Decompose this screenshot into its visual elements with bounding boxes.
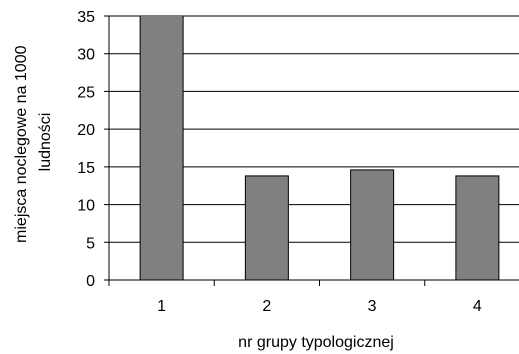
y-axis-title-line-1: miejsca noclegowe na 1000 xyxy=(13,45,30,243)
y-tick-label: 20 xyxy=(77,122,95,139)
y-tick-label: 5 xyxy=(86,235,95,252)
bar-3 xyxy=(350,169,395,280)
y-tick-label: 35 xyxy=(77,9,95,26)
y-tick-labels: 0 5 10 15 20 25 30 35 xyxy=(77,9,95,290)
x-axis-title: nr grupy typologicznej xyxy=(238,334,394,351)
y-tick-label: 0 xyxy=(86,273,95,290)
x-tick-label: 1 xyxy=(157,298,166,315)
bar-1 xyxy=(139,16,184,280)
bar-4 xyxy=(455,175,500,280)
y-axis-title: miejsca noclegowe na 1000 ludności xyxy=(13,41,54,243)
y-tick-label: 15 xyxy=(77,160,95,177)
y-tick-label: 10 xyxy=(77,198,95,215)
bars xyxy=(139,16,500,280)
x-tick-labels: 1 2 3 4 xyxy=(157,298,482,315)
x-tick-label: 2 xyxy=(262,298,271,315)
x-tick-label: 3 xyxy=(368,298,377,315)
y-tick-label: 30 xyxy=(77,47,95,64)
bar-2 xyxy=(244,175,289,280)
y-tick-label: 25 xyxy=(77,84,95,101)
x-tick-label: 4 xyxy=(473,298,482,315)
axes xyxy=(104,15,519,286)
y-axis-title-line-2: ludności xyxy=(37,113,54,172)
